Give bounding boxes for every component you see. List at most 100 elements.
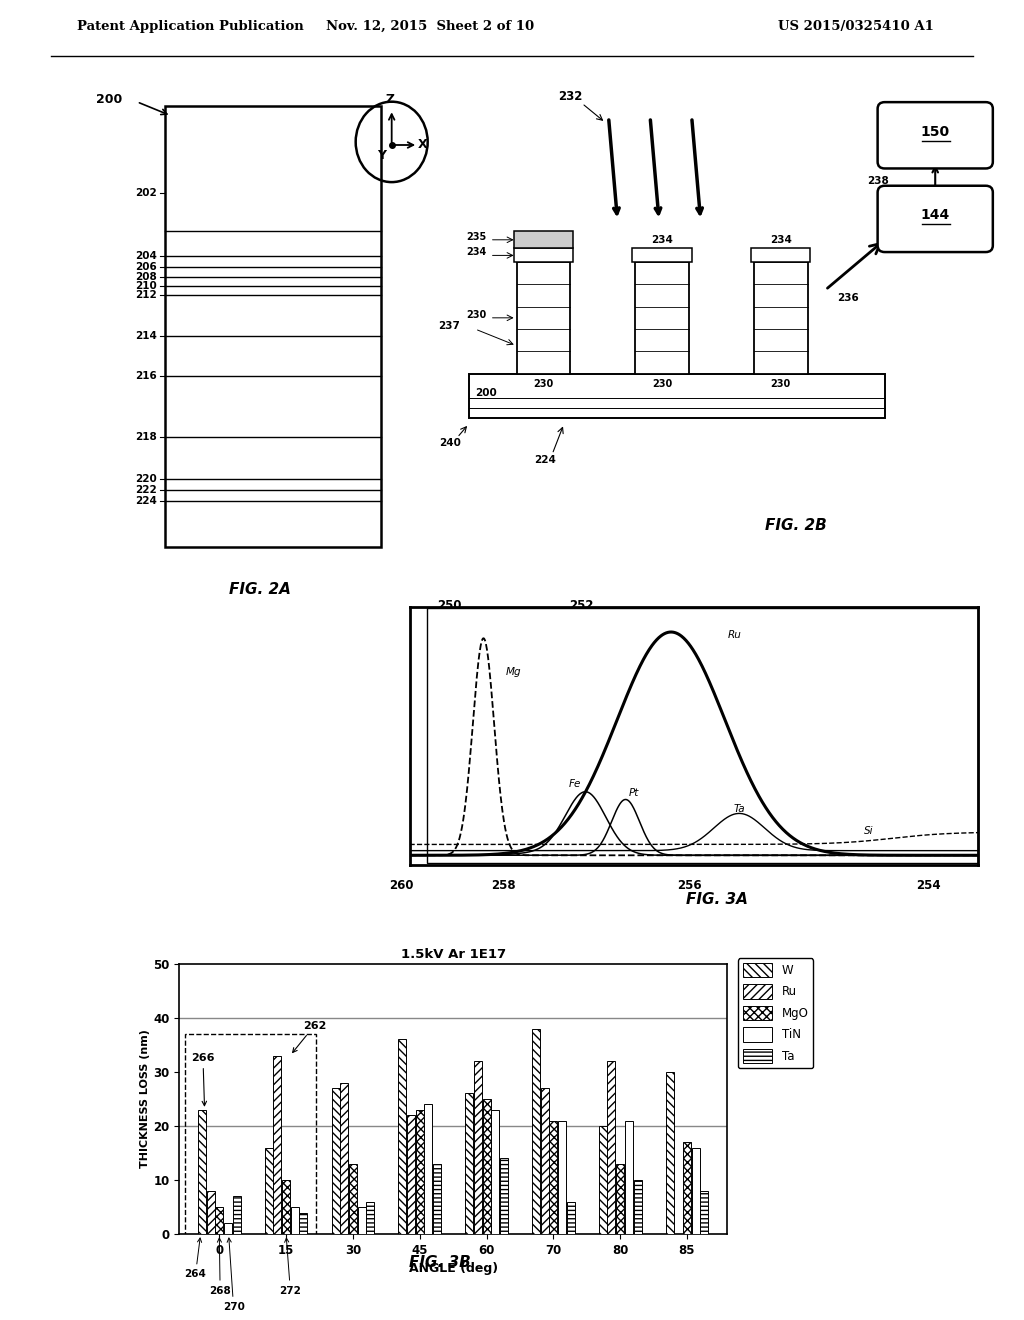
Bar xyxy=(474,1061,482,1234)
Bar xyxy=(549,1121,557,1234)
Text: 150: 150 xyxy=(921,124,950,139)
Text: 230: 230 xyxy=(534,379,553,389)
Bar xyxy=(514,231,573,248)
Bar xyxy=(407,1115,415,1234)
Bar xyxy=(465,1093,473,1234)
Bar xyxy=(207,1191,215,1234)
Text: 208: 208 xyxy=(135,272,157,281)
Bar xyxy=(427,609,978,863)
Text: 232: 232 xyxy=(558,91,583,103)
Text: 230: 230 xyxy=(467,310,486,319)
Text: Mg: Mg xyxy=(506,668,522,677)
Text: 270: 270 xyxy=(222,1238,245,1312)
Legend: W, Ru, MgO, TiN, Ta: W, Ru, MgO, TiN, Ta xyxy=(738,958,813,1068)
Text: 258: 258 xyxy=(490,879,515,892)
Bar xyxy=(635,263,689,374)
Text: 235: 235 xyxy=(467,232,486,242)
Text: Pt: Pt xyxy=(629,788,639,799)
Bar xyxy=(469,374,885,418)
Bar xyxy=(607,1061,615,1234)
Text: 260: 260 xyxy=(389,879,414,892)
Text: 222: 222 xyxy=(135,484,157,495)
Bar xyxy=(357,1206,366,1234)
Text: 200: 200 xyxy=(475,388,497,397)
Text: X: X xyxy=(418,139,428,152)
Bar xyxy=(666,1072,674,1234)
Text: 214: 214 xyxy=(135,331,157,341)
Text: 240: 240 xyxy=(439,438,461,447)
Bar xyxy=(367,1201,374,1234)
Bar xyxy=(625,1121,633,1234)
Bar xyxy=(514,248,573,263)
Text: 200: 200 xyxy=(96,92,123,106)
Text: Y: Y xyxy=(378,149,387,162)
Bar xyxy=(634,1180,641,1234)
Text: 144: 144 xyxy=(921,209,950,222)
Text: Ta: Ta xyxy=(733,804,745,814)
Text: Nov. 12, 2015  Sheet 2 of 10: Nov. 12, 2015 Sheet 2 of 10 xyxy=(326,20,535,33)
Text: 234: 234 xyxy=(651,235,673,244)
Bar xyxy=(516,263,570,374)
Text: 224: 224 xyxy=(135,496,157,506)
Bar xyxy=(616,1164,625,1234)
Y-axis label: THICKNESS LOSS (nm): THICKNESS LOSS (nm) xyxy=(140,1030,151,1168)
Text: FIG. 2B: FIG. 2B xyxy=(765,517,826,532)
Text: US 2015/0325410 A1: US 2015/0325410 A1 xyxy=(778,20,934,33)
Bar xyxy=(332,1088,340,1234)
Bar xyxy=(599,1126,607,1234)
Text: 206: 206 xyxy=(135,261,157,272)
Text: 234: 234 xyxy=(467,247,486,257)
Bar xyxy=(532,1028,540,1234)
Bar xyxy=(632,248,692,263)
Text: Si: Si xyxy=(864,825,873,836)
Text: 252: 252 xyxy=(569,599,593,612)
Bar xyxy=(215,1206,223,1234)
Text: 230: 230 xyxy=(652,379,672,389)
Bar xyxy=(558,1121,566,1234)
Text: 234: 234 xyxy=(770,235,792,244)
Text: 268: 268 xyxy=(209,1238,231,1296)
Bar xyxy=(566,1201,574,1234)
Bar xyxy=(691,1147,699,1234)
Text: Z: Z xyxy=(386,94,395,106)
X-axis label: ANGLE (deg): ANGLE (deg) xyxy=(409,1262,498,1275)
Text: 236: 236 xyxy=(838,293,859,304)
Bar xyxy=(273,1056,282,1234)
Bar xyxy=(291,1206,299,1234)
Bar xyxy=(492,1110,500,1234)
Bar xyxy=(541,1088,549,1234)
Text: Ru: Ru xyxy=(728,630,741,640)
Text: 220: 220 xyxy=(135,474,157,484)
Text: Patent Application Publication: Patent Application Publication xyxy=(77,20,303,33)
Bar xyxy=(198,1110,206,1234)
Text: 250: 250 xyxy=(437,599,462,612)
Bar xyxy=(232,1196,241,1234)
Text: 256: 256 xyxy=(677,879,701,892)
Bar xyxy=(398,1039,407,1234)
Text: 218: 218 xyxy=(135,432,157,442)
Text: 216: 216 xyxy=(135,371,157,381)
Bar xyxy=(700,1191,709,1234)
Bar xyxy=(424,1105,432,1234)
FancyBboxPatch shape xyxy=(878,102,993,169)
Title: 1.5kV Ar 1E17: 1.5kV Ar 1E17 xyxy=(400,948,506,961)
Bar xyxy=(265,1147,272,1234)
Bar xyxy=(683,1142,691,1234)
Bar xyxy=(349,1164,357,1234)
Text: FIG. 2A: FIG. 2A xyxy=(229,582,291,597)
Text: 212: 212 xyxy=(135,290,157,300)
Text: 264: 264 xyxy=(184,1238,207,1279)
Text: 204: 204 xyxy=(135,251,157,261)
Bar xyxy=(754,263,808,374)
Text: FIG. 3A: FIG. 3A xyxy=(686,892,748,907)
Bar xyxy=(184,1034,316,1237)
Text: FIG. 3B: FIG. 3B xyxy=(410,1255,471,1270)
Bar xyxy=(166,107,381,546)
Bar xyxy=(500,1159,508,1234)
Bar xyxy=(224,1224,232,1234)
Text: 262: 262 xyxy=(293,1020,327,1052)
Text: Fe: Fe xyxy=(568,779,581,789)
Text: 210: 210 xyxy=(135,281,157,290)
Text: 224: 224 xyxy=(535,454,556,465)
Text: 254: 254 xyxy=(916,879,941,892)
